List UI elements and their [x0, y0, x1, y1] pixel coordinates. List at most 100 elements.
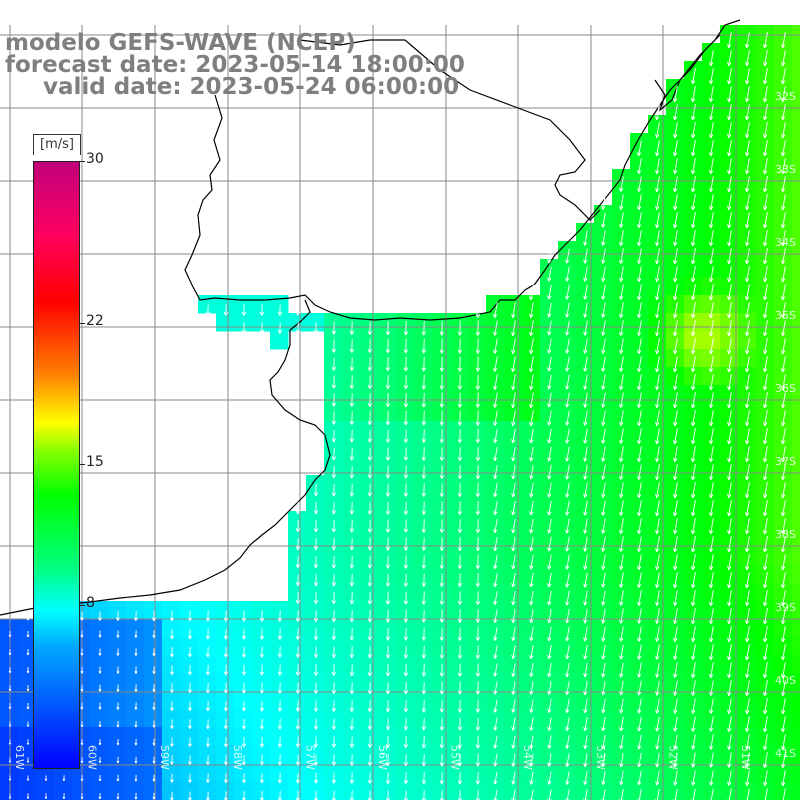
wind-arrow: [727, 284, 732, 301]
wind-arrow: [583, 753, 588, 767]
wind-cell: [558, 583, 577, 602]
wind-arrow: [727, 680, 732, 697]
wind-cell: [756, 655, 775, 674]
wind-arrow: [331, 664, 337, 676]
wind-cell: [558, 295, 577, 314]
wind-cell: [738, 241, 757, 260]
wind-arrow: [763, 518, 768, 535]
wind-arrow: [403, 374, 409, 390]
wind-cell: [270, 673, 289, 692]
wind-cell: [450, 637, 469, 656]
wind-cell: [630, 331, 649, 350]
wind-cell: [450, 709, 469, 728]
wind-cell: [594, 295, 613, 314]
wind-arrow: [457, 555, 463, 569]
coastline: [0, 19, 741, 616]
wind-arrow: [763, 338, 768, 355]
wind-arrow: [709, 338, 714, 355]
wind-arrow: [511, 735, 516, 749]
wind-arrow: [493, 735, 498, 749]
latitude-label: 34S: [775, 236, 796, 249]
wind-cell: [90, 673, 109, 692]
wind-cell: [666, 763, 685, 782]
wind-arrow: [619, 266, 624, 282]
wind-arrow: [205, 683, 210, 694]
wind-arrow: [745, 50, 750, 67]
wind-cell: [540, 421, 559, 440]
wind-arrow: [116, 702, 120, 710]
wind-arrow: [691, 428, 696, 445]
wind-arrow: [277, 754, 282, 766]
wind-cell: [630, 385, 649, 404]
wind-arrow: [457, 501, 463, 516]
wind-arrow: [583, 608, 588, 624]
wind-arrow: [619, 446, 624, 462]
wind-cell: [360, 529, 379, 548]
wind-arrow: [781, 716, 786, 733]
wind-cell: [612, 763, 631, 782]
wind-cell: [702, 367, 721, 386]
wind-arrow: [709, 734, 714, 750]
wind-arrow: [619, 302, 624, 318]
wind-cell: [414, 457, 433, 476]
wind-arrow: [709, 770, 714, 786]
wind-cell: [756, 691, 775, 710]
wind-arrow: [439, 374, 445, 390]
wind-arrow: [188, 755, 192, 765]
wind-arrow: [673, 212, 678, 229]
wind-cell: [594, 763, 613, 782]
wind-arrow: [547, 536, 552, 552]
wind-cell: [702, 61, 721, 80]
wind-arrow: [673, 122, 678, 139]
wind-arrow: [583, 644, 588, 660]
wind-arrow: [547, 554, 552, 570]
wind-arrow: [565, 392, 570, 408]
wind-cell: [684, 457, 703, 476]
wind-cell: [378, 673, 397, 692]
wind-arrow: [116, 774, 120, 782]
wind-cell: [522, 457, 541, 476]
wind-cell: [162, 691, 181, 710]
wind-arrow: [781, 212, 786, 229]
wind-arrow: [367, 627, 373, 641]
wind-cell: [324, 781, 343, 800]
wind-arrow: [637, 230, 642, 246]
wind-arrow: [259, 682, 264, 694]
wind-cell: [612, 655, 631, 674]
wind-arrow: [475, 717, 481, 731]
wind-arrow: [565, 248, 570, 264]
wind-arrow: [205, 610, 210, 622]
wind-arrow: [565, 590, 570, 606]
wind-cell: [648, 619, 667, 638]
wind-arrow: [673, 572, 678, 589]
wind-arrow: [475, 519, 481, 534]
wind-arrow: [781, 320, 786, 337]
wind-cell: [756, 727, 775, 746]
wind-cell: [792, 673, 800, 692]
wind-arrow: [619, 428, 624, 444]
wind-cell: [648, 601, 667, 620]
wind-cell: [396, 547, 415, 566]
wind-arrow: [152, 648, 156, 656]
wind-cell: [396, 583, 415, 602]
wind-cell: [18, 709, 37, 728]
wind-cell: [324, 601, 343, 620]
wind-cell: [270, 313, 289, 332]
wind-cell: [450, 475, 469, 494]
wind-arrow: [601, 284, 606, 300]
wind-cell: [738, 637, 757, 656]
wind-cell: [270, 331, 289, 350]
wind-cell: [342, 691, 361, 710]
wind-cell: [396, 475, 415, 494]
wind-arrow: [529, 753, 534, 767]
wind-cell: [612, 421, 631, 440]
wind-arrow: [547, 392, 552, 408]
wind-arrow: [583, 320, 588, 336]
wind-cell: [360, 349, 379, 368]
wind-arrow: [134, 666, 138, 674]
wind-cell: [252, 727, 271, 746]
wind-cell: [774, 529, 793, 548]
wind-arrow: [529, 681, 534, 695]
wind-arrow: [709, 680, 714, 696]
wind-cell: [252, 637, 271, 656]
